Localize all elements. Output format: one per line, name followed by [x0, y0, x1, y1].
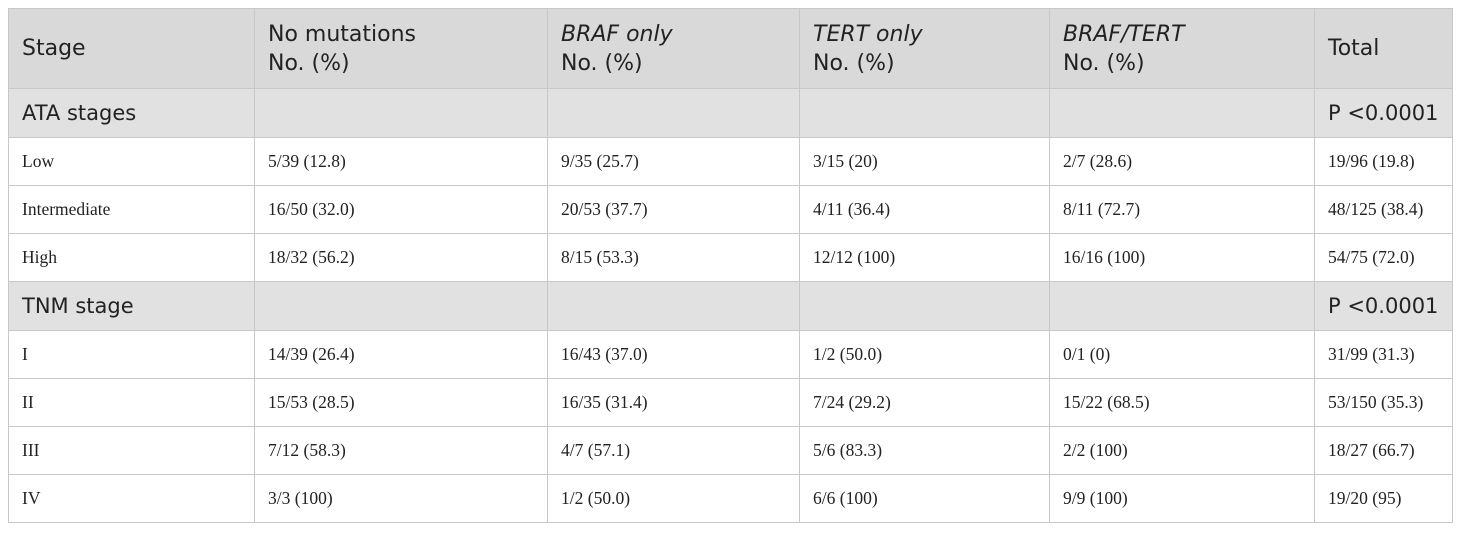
section-cell — [1049, 88, 1315, 138]
header-total: Total — [1314, 8, 1453, 89]
value-cell: 1/2 (50.0) — [547, 474, 800, 523]
header-stage-label: Stage — [22, 36, 86, 61]
section-cell — [799, 88, 1050, 138]
value-cell: 3/3 (100) — [254, 474, 548, 523]
value-cell: 12/12 (100) — [799, 233, 1050, 282]
table-row: III 7/12 (58.3) 4/7 (57.1) 5/6 (83.3) 2/… — [8, 426, 1453, 475]
stage-cell: Low — [8, 137, 255, 186]
value-cell: 7/24 (29.2) — [799, 378, 1050, 427]
stage-cell: III — [8, 426, 255, 475]
value-cell: 16/43 (37.0) — [547, 330, 800, 379]
value-cell: 8/11 (72.7) — [1049, 185, 1315, 234]
section-p-value: P <0.0001 — [1314, 88, 1453, 138]
section-row-ata: ATA stages P <0.0001 — [8, 88, 1453, 138]
value-cell: 18/32 (56.2) — [254, 233, 548, 282]
value-cell: 2/2 (100) — [1049, 426, 1315, 475]
stage-cell: II — [8, 378, 255, 427]
value-cell: 4/11 (36.4) — [799, 185, 1050, 234]
total-cell: 31/99 (31.3) — [1314, 330, 1453, 379]
section-cell — [547, 88, 800, 138]
section-row-tnm: TNM stage P <0.0001 — [8, 281, 1453, 331]
total-cell: 54/75 (72.0) — [1314, 233, 1453, 282]
value-cell: 16/35 (31.4) — [547, 378, 800, 427]
value-cell: 15/53 (28.5) — [254, 378, 548, 427]
header-stage: Stage — [8, 8, 255, 89]
section-cell — [547, 281, 800, 331]
value-cell: 20/53 (37.7) — [547, 185, 800, 234]
section-label: TNM stage — [8, 281, 255, 331]
value-cell: 14/39 (26.4) — [254, 330, 548, 379]
header-braf-tert-unit: No. (%) — [1063, 50, 1145, 76]
value-cell: 9/35 (25.7) — [547, 137, 800, 186]
section-cell — [1049, 281, 1315, 331]
header-tert-only: TERT only No. (%) — [799, 8, 1050, 89]
total-cell: 19/96 (19.8) — [1314, 137, 1453, 186]
total-cell: 18/27 (66.7) — [1314, 426, 1453, 475]
value-cell: 7/12 (58.3) — [254, 426, 548, 475]
value-cell: 16/50 (32.0) — [254, 185, 548, 234]
header-braf-only-label: BRAF only — [561, 21, 673, 47]
table-row: Low 5/39 (12.8) 9/35 (25.7) 3/15 (20) 2/… — [8, 137, 1453, 186]
value-cell: 6/6 (100) — [799, 474, 1050, 523]
header-total-label: Total — [1328, 36, 1380, 61]
section-label: ATA stages — [8, 88, 255, 138]
header-braf-tert-label: BRAF/TERT — [1063, 21, 1185, 47]
table-row: I 14/39 (26.4) 16/43 (37.0) 1/2 (50.0) 0… — [8, 330, 1453, 379]
header-tert-only-unit: No. (%) — [813, 50, 895, 76]
table-row: High 18/32 (56.2) 8/15 (53.3) 12/12 (100… — [8, 233, 1453, 282]
stage-cell: I — [8, 330, 255, 379]
header-braf-only-unit: No. (%) — [561, 50, 643, 76]
header-braf-only: BRAF only No. (%) — [547, 8, 800, 89]
header-no-mutations-unit: No. (%) — [268, 50, 350, 76]
section-cell — [799, 281, 1050, 331]
value-cell: 8/15 (53.3) — [547, 233, 800, 282]
value-cell: 5/39 (12.8) — [254, 137, 548, 186]
section-cell — [254, 88, 548, 138]
header-braf-tert: BRAF/TERT No. (%) — [1049, 8, 1315, 89]
header-no-mutations: No mutations No. (%) — [254, 8, 548, 89]
total-cell: 53/150 (35.3) — [1314, 378, 1453, 427]
header-no-mutations-label: No mutations — [268, 21, 416, 47]
section-cell — [254, 281, 548, 331]
value-cell: 1/2 (50.0) — [799, 330, 1050, 379]
value-cell: 4/7 (57.1) — [547, 426, 800, 475]
table-row: IV 3/3 (100) 1/2 (50.0) 6/6 (100) 9/9 (1… — [8, 474, 1453, 523]
value-cell: 0/1 (0) — [1049, 330, 1315, 379]
value-cell: 3/15 (20) — [799, 137, 1050, 186]
stage-cell: Intermediate — [8, 185, 255, 234]
table-row: Intermediate 16/50 (32.0) 20/53 (37.7) 4… — [8, 185, 1453, 234]
header-row: Stage No mutations No. (%) BRAF only No.… — [8, 8, 1453, 89]
value-cell: 15/22 (68.5) — [1049, 378, 1315, 427]
total-cell: 48/125 (38.4) — [1314, 185, 1453, 234]
stage-cell: High — [8, 233, 255, 282]
value-cell: 16/16 (100) — [1049, 233, 1315, 282]
section-p-value: P <0.0001 — [1314, 281, 1453, 331]
table-row: II 15/53 (28.5) 16/35 (31.4) 7/24 (29.2)… — [8, 378, 1453, 427]
header-tert-only-label: TERT only — [813, 21, 923, 47]
value-cell: 9/9 (100) — [1049, 474, 1315, 523]
value-cell: 2/7 (28.6) — [1049, 137, 1315, 186]
stage-cell: IV — [8, 474, 255, 523]
total-cell: 19/20 (95) — [1314, 474, 1453, 523]
value-cell: 5/6 (83.3) — [799, 426, 1050, 475]
mutation-stage-table: Stage No mutations No. (%) BRAF only No.… — [8, 8, 1453, 523]
